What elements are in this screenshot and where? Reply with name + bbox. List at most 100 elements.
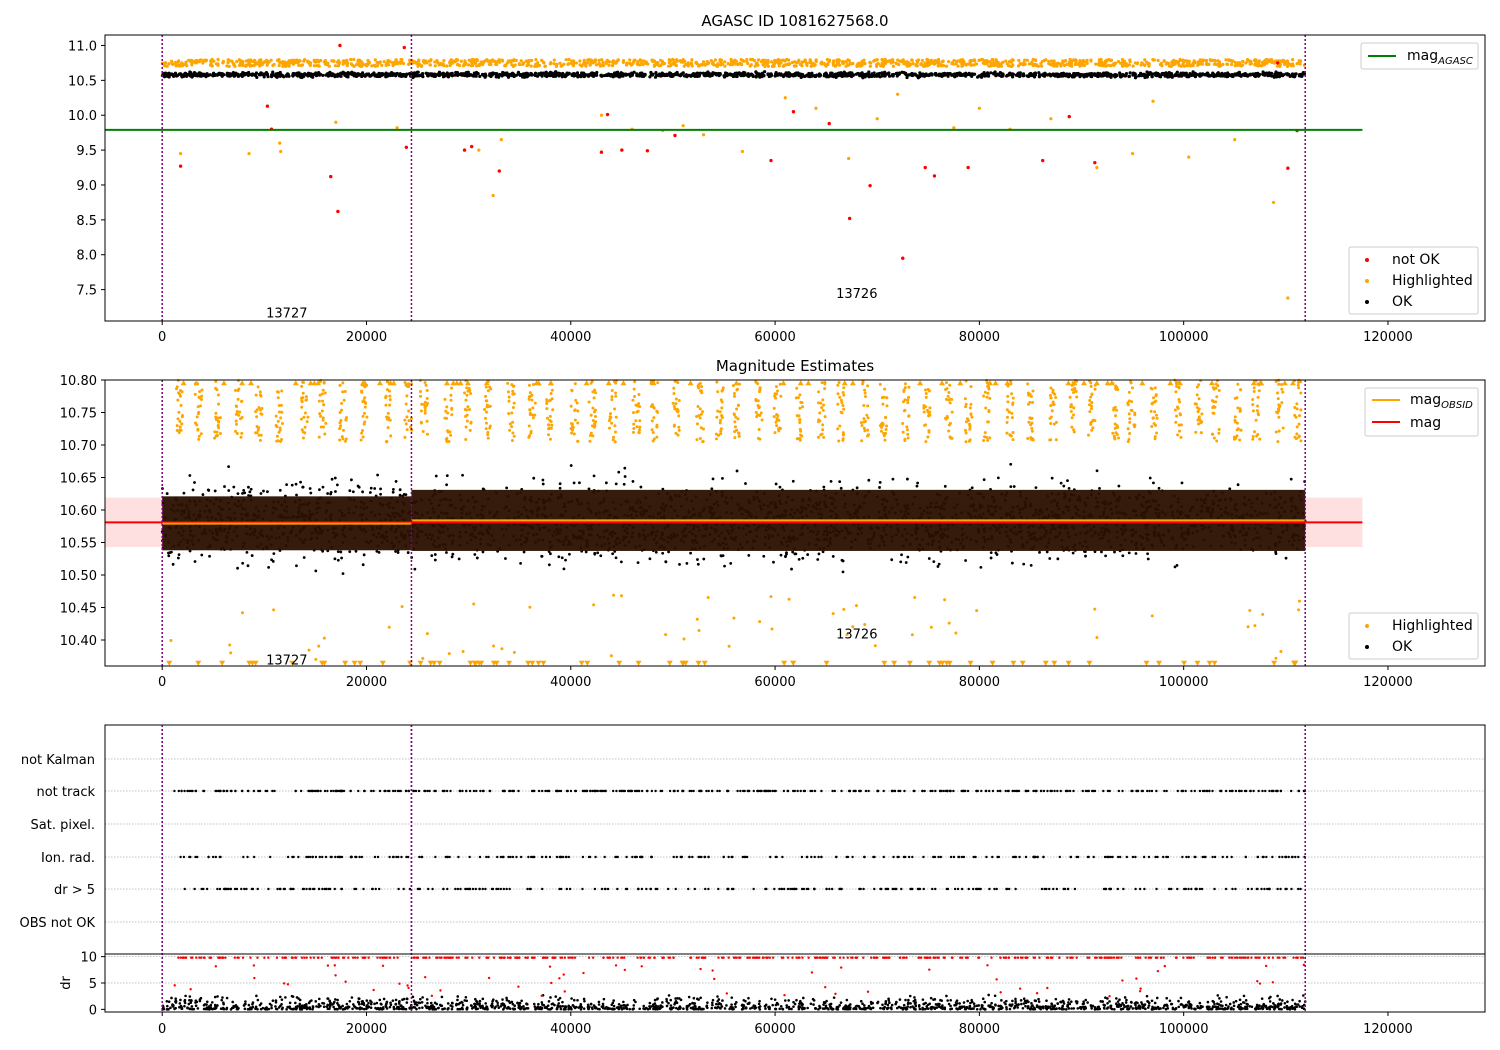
highlighted-point: [698, 437, 702, 441]
highlighted-point: [277, 430, 281, 434]
highlighted-point: [866, 434, 870, 438]
highlighted-point: [927, 414, 931, 418]
ok-point: [841, 570, 845, 574]
highlighted-point: [528, 408, 532, 412]
ok-point: [456, 73, 460, 78]
highlighted-point: [569, 404, 573, 408]
highlighted-point: [926, 387, 930, 391]
highlighted-point: [463, 391, 467, 395]
ok-point: [360, 71, 365, 75]
highlighted-point: [468, 428, 472, 432]
highlighted-point: [841, 404, 845, 408]
highlighted-point: [838, 424, 842, 428]
highlighted-point: [798, 62, 802, 66]
highlighted-point: [573, 382, 577, 386]
highlighted-point: [1186, 63, 1190, 68]
highlighted-point: [275, 434, 279, 438]
highlighted-point: [1128, 431, 1132, 435]
highlighted-point: [300, 384, 304, 388]
highlighted-point: [226, 61, 230, 65]
highlighted-point: [695, 438, 699, 442]
highlighted-point: [333, 64, 338, 68]
ok-point: [915, 484, 919, 488]
ok-point: [876, 74, 881, 78]
highlighted-point: [988, 396, 992, 400]
highlighted-point: [1156, 58, 1160, 63]
highlighted-point: [886, 59, 890, 64]
highlighted-point: [256, 385, 260, 389]
highlighted-point: [1296, 383, 1300, 387]
highlighted-point: [847, 156, 851, 161]
ok-point: [240, 74, 244, 78]
highlighted-point: [574, 61, 579, 65]
highlighted-point: [902, 388, 906, 392]
ok-point: [592, 71, 596, 76]
ok-point: [1145, 70, 1149, 74]
ok-point: [900, 70, 904, 74]
highlighted-point: [588, 439, 592, 443]
highlighted-point: [716, 390, 720, 394]
highlighted-point: [847, 59, 851, 63]
ok-point: [1119, 73, 1123, 77]
highlighted-point: [530, 398, 534, 402]
highlighted-point: [928, 406, 932, 410]
highlighted-point: [1297, 608, 1301, 612]
highlighted-point: [816, 435, 820, 439]
highlighted-point: [1251, 437, 1255, 441]
y-tick-label: 7.5: [76, 284, 97, 299]
ok-point: [1051, 73, 1055, 77]
highlighted-point: [256, 428, 260, 432]
highlighted-point: [798, 393, 802, 397]
highlighted-point: [733, 430, 737, 434]
highlighted-point: [882, 395, 886, 399]
highlighted-point: [550, 388, 554, 392]
ok-point: [654, 70, 658, 75]
highlighted-point: [769, 595, 773, 599]
highlighted-point: [986, 391, 990, 395]
highlighted-point: [339, 419, 343, 423]
highlighted-point: [1255, 434, 1259, 438]
not-ok-point: [329, 174, 333, 179]
highlighted-point: [631, 411, 635, 415]
highlighted-point: [723, 64, 727, 68]
ok-point: [1071, 73, 1075, 77]
ok-point: [529, 73, 533, 77]
highlighted-point: [527, 397, 531, 401]
highlighted-point: [405, 415, 409, 419]
ok-point: [1223, 72, 1227, 76]
ok-point: [675, 72, 679, 76]
highlighted-point: [359, 438, 363, 442]
highlighted-point: [1197, 407, 1201, 411]
highlighted-point: [495, 62, 499, 67]
highlighted-point: [831, 63, 836, 67]
highlighted-point: [1089, 381, 1093, 385]
highlighted-point: [462, 62, 466, 66]
highlighted-point: [507, 412, 511, 416]
highlighted-point: [164, 64, 168, 68]
highlighted-point: [1130, 151, 1135, 156]
highlighted-point: [484, 394, 488, 398]
highlighted-point: [1004, 59, 1008, 63]
highlighted-point: [940, 60, 944, 64]
highlighted-point: [701, 410, 705, 414]
highlighted-point: [572, 432, 576, 436]
highlighted-point: [587, 400, 591, 404]
highlighted-point: [1049, 438, 1053, 442]
highlighted-point: [1244, 61, 1248, 65]
highlighted-point: [177, 391, 181, 395]
highlighted-point: [948, 435, 952, 439]
highlighted-point: [773, 431, 777, 435]
highlighted-point: [238, 410, 242, 414]
highlighted-point: [863, 388, 867, 392]
y-tick-label: 9.5: [76, 144, 97, 159]
highlighted-point: [415, 61, 419, 65]
highlighted-point: [177, 59, 181, 63]
x-tick-label: 60000: [754, 330, 795, 345]
highlighted-point: [884, 427, 888, 431]
highlighted-point: [235, 59, 239, 64]
ok-point: [1193, 75, 1198, 79]
highlighted-point: [682, 637, 686, 641]
highlighted-point: [831, 612, 835, 616]
highlighted-point: [548, 62, 552, 66]
highlighted-point: [911, 62, 915, 66]
